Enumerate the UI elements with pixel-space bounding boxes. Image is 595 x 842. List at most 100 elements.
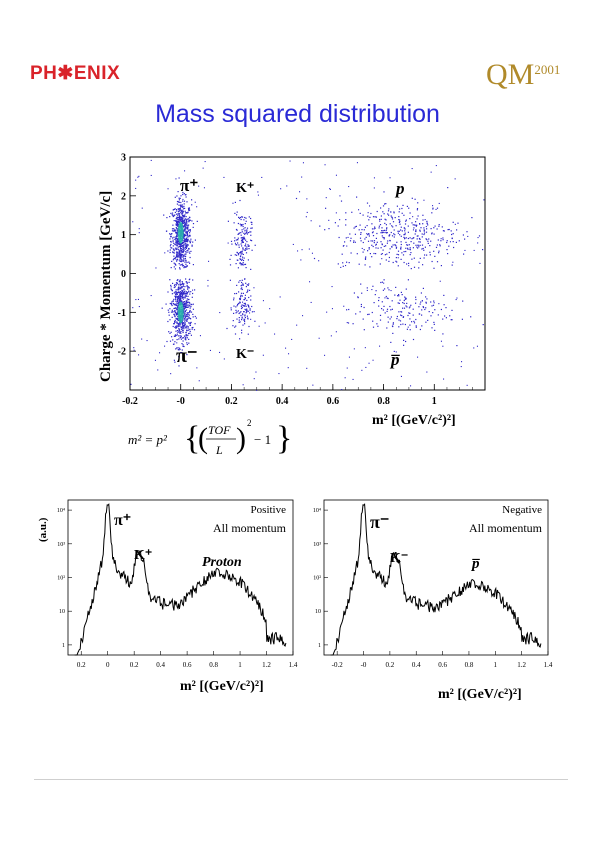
scatter-point [175, 236, 177, 238]
scatter-point [404, 298, 406, 300]
scatter-point [388, 234, 390, 236]
scatter-point [186, 245, 188, 247]
scatter-point [177, 224, 179, 226]
scatter-point [177, 326, 179, 328]
scatter-point [173, 359, 175, 361]
scatter-background-point [419, 223, 421, 225]
scatter-point [175, 223, 177, 225]
scatter-point [251, 240, 253, 242]
scatter-point [364, 264, 366, 266]
scatter-point [410, 304, 412, 306]
scatter-point [237, 303, 239, 306]
scatter-point [246, 291, 248, 293]
scatter-background-point [249, 312, 251, 314]
scatter-point [373, 252, 375, 255]
scatter-point [183, 296, 185, 298]
scatter-point [178, 319, 180, 322]
hist-x-tick-label: 0.4 [156, 661, 165, 669]
scatter-background-point [137, 298, 139, 300]
scatter-point [362, 214, 364, 216]
scatter-point [365, 256, 367, 258]
scatter-point [191, 204, 193, 206]
scatter-point [185, 240, 187, 242]
scatter-point [178, 296, 180, 299]
scatter-point [240, 218, 242, 221]
scatter-point [178, 251, 180, 253]
scatter-point [410, 241, 412, 243]
scatter-point [238, 253, 240, 255]
pos-x-axis-label: m² [(GeV/c²)²] [180, 679, 264, 694]
scatter-point [242, 284, 244, 286]
scatter-point [181, 295, 183, 297]
scatter-point [179, 301, 181, 303]
scatter-point [240, 311, 242, 313]
scatter-background-point [473, 249, 475, 251]
scatter-background-point [132, 307, 134, 309]
scatter-point [246, 284, 248, 286]
scatter-point [242, 241, 244, 243]
scatter-point [183, 226, 185, 228]
scatter-point [184, 311, 186, 313]
scatter-point [179, 243, 181, 245]
scatter-background-point [454, 178, 456, 180]
scatter-point [176, 231, 178, 233]
scatter-point [359, 212, 361, 214]
scatter-point [189, 302, 191, 304]
scatter-background-point [261, 176, 263, 178]
scatter-point [439, 245, 441, 247]
scatter-point [172, 343, 175, 345]
scatter-point [412, 338, 415, 341]
scatter-point [446, 241, 448, 244]
scatter-point [240, 251, 242, 253]
scatter-point [240, 255, 242, 257]
scatter-point [175, 321, 177, 323]
scatter-point [186, 239, 188, 241]
phenix-logo: PH✱ENIX [30, 63, 121, 84]
scatter-point [188, 236, 190, 238]
scatter-point [405, 340, 407, 343]
scatter-point [404, 323, 406, 326]
scatter-x-tick-label: 0.6 [327, 396, 340, 407]
scatter-point [189, 229, 191, 231]
scatter-background-point [432, 208, 434, 210]
scatter-point [415, 296, 417, 298]
scatter-point [183, 259, 185, 261]
scatter-point [187, 288, 189, 290]
scatter-point [423, 249, 425, 251]
scatter-point [188, 219, 191, 221]
scatter-point [183, 193, 185, 195]
scatter-point [178, 220, 180, 222]
scatter-point [378, 297, 380, 299]
scatter-point [401, 315, 403, 317]
scatter-background-point [439, 280, 441, 282]
scatter-background-point [348, 356, 350, 358]
scatter-background-point [433, 302, 435, 304]
scatter-point [389, 239, 391, 242]
scatter-point [240, 243, 242, 245]
scatter-point [415, 225, 417, 227]
scatter-point [243, 305, 245, 307]
scatter-point [244, 315, 246, 317]
scatter-point [419, 238, 421, 240]
scatter-point [195, 317, 197, 319]
scatter-point [185, 224, 187, 226]
scatter-point [359, 224, 361, 226]
scatter-point [177, 305, 179, 307]
scatter-point [185, 318, 187, 320]
scatter-point [361, 229, 363, 231]
scatter-point [179, 324, 181, 326]
scatter-point [175, 242, 177, 244]
scatter-point [372, 235, 375, 237]
scatter-point [240, 263, 242, 265]
scatter-point [173, 230, 175, 232]
scatter-point [247, 232, 249, 234]
scatter-point [182, 249, 184, 251]
scatter-point [239, 199, 241, 202]
scatter-point [179, 332, 181, 334]
scatter-point [182, 260, 185, 262]
scatter-point [174, 247, 177, 249]
scatter-background-point [135, 299, 137, 301]
scatter-point [167, 291, 169, 293]
scatter-point [392, 332, 394, 334]
scatter-point [186, 238, 188, 240]
